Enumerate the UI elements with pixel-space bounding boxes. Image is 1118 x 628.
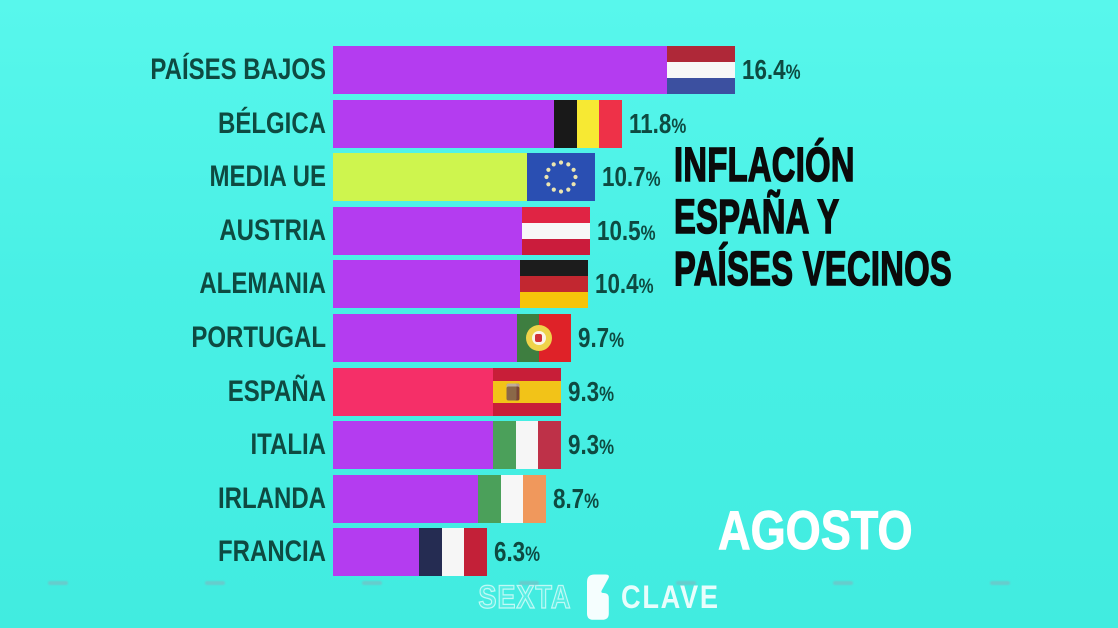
chart-row: MEDIA UE 10.7% [0, 153, 675, 202]
flag-stripe [464, 528, 487, 577]
watermark-clave-label: CLAVE [621, 578, 720, 615]
germany-flag-icon [520, 260, 588, 309]
value-label: 11.8% [629, 107, 687, 139]
flag-stripe [500, 474, 524, 523]
flag-stripe [538, 421, 561, 470]
sexta-clave-watermark: SEXTA CLAVE [462, 572, 737, 622]
flag-stripe [419, 528, 442, 577]
flag-stripe [520, 260, 588, 277]
value-label: 8.7% [553, 482, 600, 514]
chart-row: PAÍSES BAJOS 16.4% [0, 46, 815, 94]
flag-stripe [493, 380, 561, 403]
watermark-sexta-label: SEXTA [478, 578, 572, 615]
tick-mark [676, 581, 696, 585]
flag-stripe [493, 402, 561, 416]
chart-title-line-1: INFLACIÓN [673, 139, 855, 193]
value-label: 9.3% [568, 375, 615, 407]
chart-row: ESPAÑA 9.3% [0, 367, 626, 416]
flag-stripe [478, 474, 501, 523]
flag-stripe [667, 46, 735, 62]
value-bar [333, 314, 571, 362]
value-label: 16.4% [742, 54, 801, 85]
value-label: 10.7% [602, 161, 661, 193]
country-label: IRLANDA [217, 481, 326, 515]
ireland-flag-icon [478, 474, 546, 523]
value-bar [333, 367, 561, 416]
value-bar [333, 153, 595, 202]
chart-row: BÉLGICA 11.8% [0, 99, 701, 148]
tick-mark [362, 581, 382, 585]
france-flag-icon [419, 528, 487, 577]
flag-stripe [667, 78, 735, 94]
chart-title-line-3: PAÍSES VECINOS [673, 243, 953, 297]
tick-mark [205, 581, 225, 585]
european-union-flag-icon [527, 153, 595, 202]
portugal-flag-icon [517, 314, 571, 362]
flag-stripe [441, 528, 465, 577]
tick-mark [990, 581, 1010, 585]
flag-stripe [493, 421, 516, 470]
value-bar [333, 99, 622, 148]
flag-stripe [522, 222, 590, 239]
country-label: MEDIA UE [209, 160, 326, 194]
belgium-flag-icon [554, 99, 622, 148]
value-bar [333, 46, 735, 94]
flag-stripe [522, 238, 590, 255]
country-label: BÉLGICA [217, 106, 326, 140]
netherlands-flag-icon [667, 46, 735, 94]
country-label: FRANCIA [217, 535, 326, 569]
chart-row: AUSTRIA 10.5% [0, 206, 670, 255]
value-bar [333, 528, 487, 577]
flag-stripe [520, 276, 588, 293]
country-label: ESPAÑA [227, 374, 326, 408]
chart-row: FRANCIA 6.3% [0, 528, 552, 577]
country-label: PAÍSES BAJOS [150, 53, 326, 86]
portugal-armillary-icon [525, 325, 552, 351]
flag-stripe [520, 292, 588, 309]
spain-flag-icon [493, 367, 561, 416]
chart-title: INFLACIÓN ESPAÑA Y PAÍSES VECINOS [673, 139, 953, 297]
flag-stripe [599, 99, 622, 148]
value-label: 6.3% [494, 536, 541, 568]
chart-title-line-2: ESPAÑA Y [673, 191, 840, 245]
value-bar [333, 260, 588, 309]
chart-row: IRLANDA 8.7% [0, 474, 611, 523]
chart-row: PORTUGAL 9.7% [0, 314, 636, 362]
value-bar [333, 206, 590, 255]
value-label: 9.3% [568, 429, 615, 461]
country-label: ALEMANIA [199, 267, 326, 301]
chart-row: ITALIA 9.3% [0, 421, 626, 470]
spain-coat-of-arms-icon [506, 383, 520, 401]
tick-mark [519, 581, 539, 585]
flag-stripe [576, 99, 600, 148]
country-label: AUSTRIA [219, 213, 326, 247]
value-bar [333, 474, 546, 523]
flag-stripe [523, 474, 546, 523]
tick-mark [48, 581, 68, 585]
eu-stars-icon [544, 160, 578, 194]
chart-row: ALEMANIA 10.4% [0, 260, 668, 309]
lasexta-6-icon [587, 574, 610, 620]
flag-stripe [522, 206, 590, 223]
flag-stripe [667, 62, 735, 78]
italy-flag-icon [493, 421, 561, 470]
flag-stripe [554, 99, 577, 148]
flag-stripe [493, 367, 561, 381]
period-label: AGOSTO [718, 499, 913, 562]
flag-stripe [515, 421, 539, 470]
tick-mark [833, 581, 853, 585]
value-label: 10.4% [595, 268, 654, 300]
country-label: PORTUGAL [191, 321, 326, 354]
austria-flag-icon [522, 206, 590, 255]
value-label: 10.5% [597, 214, 656, 246]
country-label: ITALIA [250, 428, 326, 462]
value-label: 9.7% [578, 322, 625, 353]
value-bar [333, 421, 561, 470]
